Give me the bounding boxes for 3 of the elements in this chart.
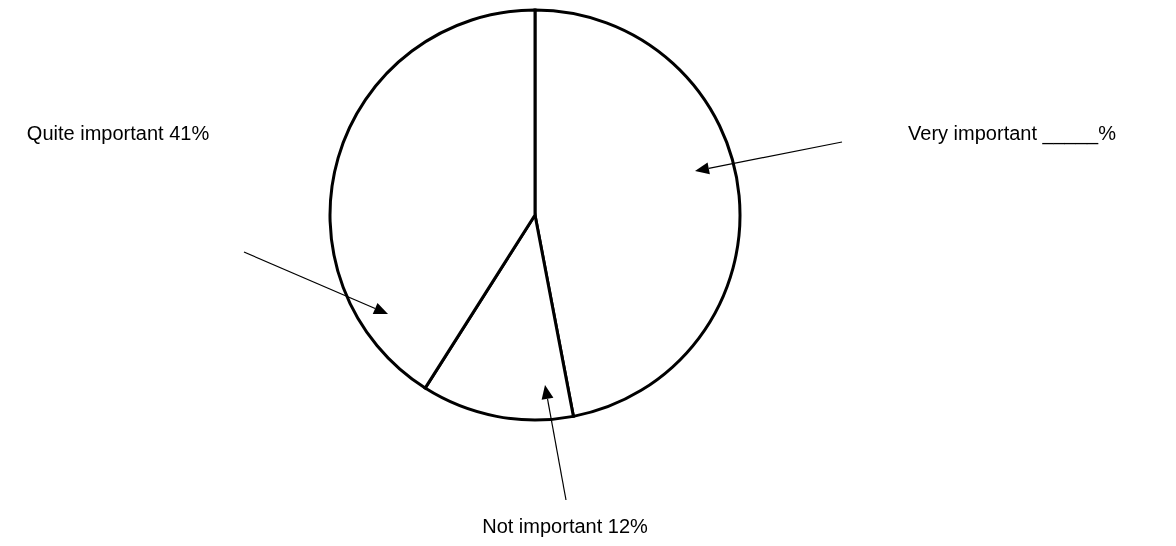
slice-label: Very important _____% bbox=[908, 122, 1117, 145]
slice-label: Not important 12% bbox=[482, 515, 649, 537]
slice-label: Quite important 41% bbox=[26, 122, 210, 144]
